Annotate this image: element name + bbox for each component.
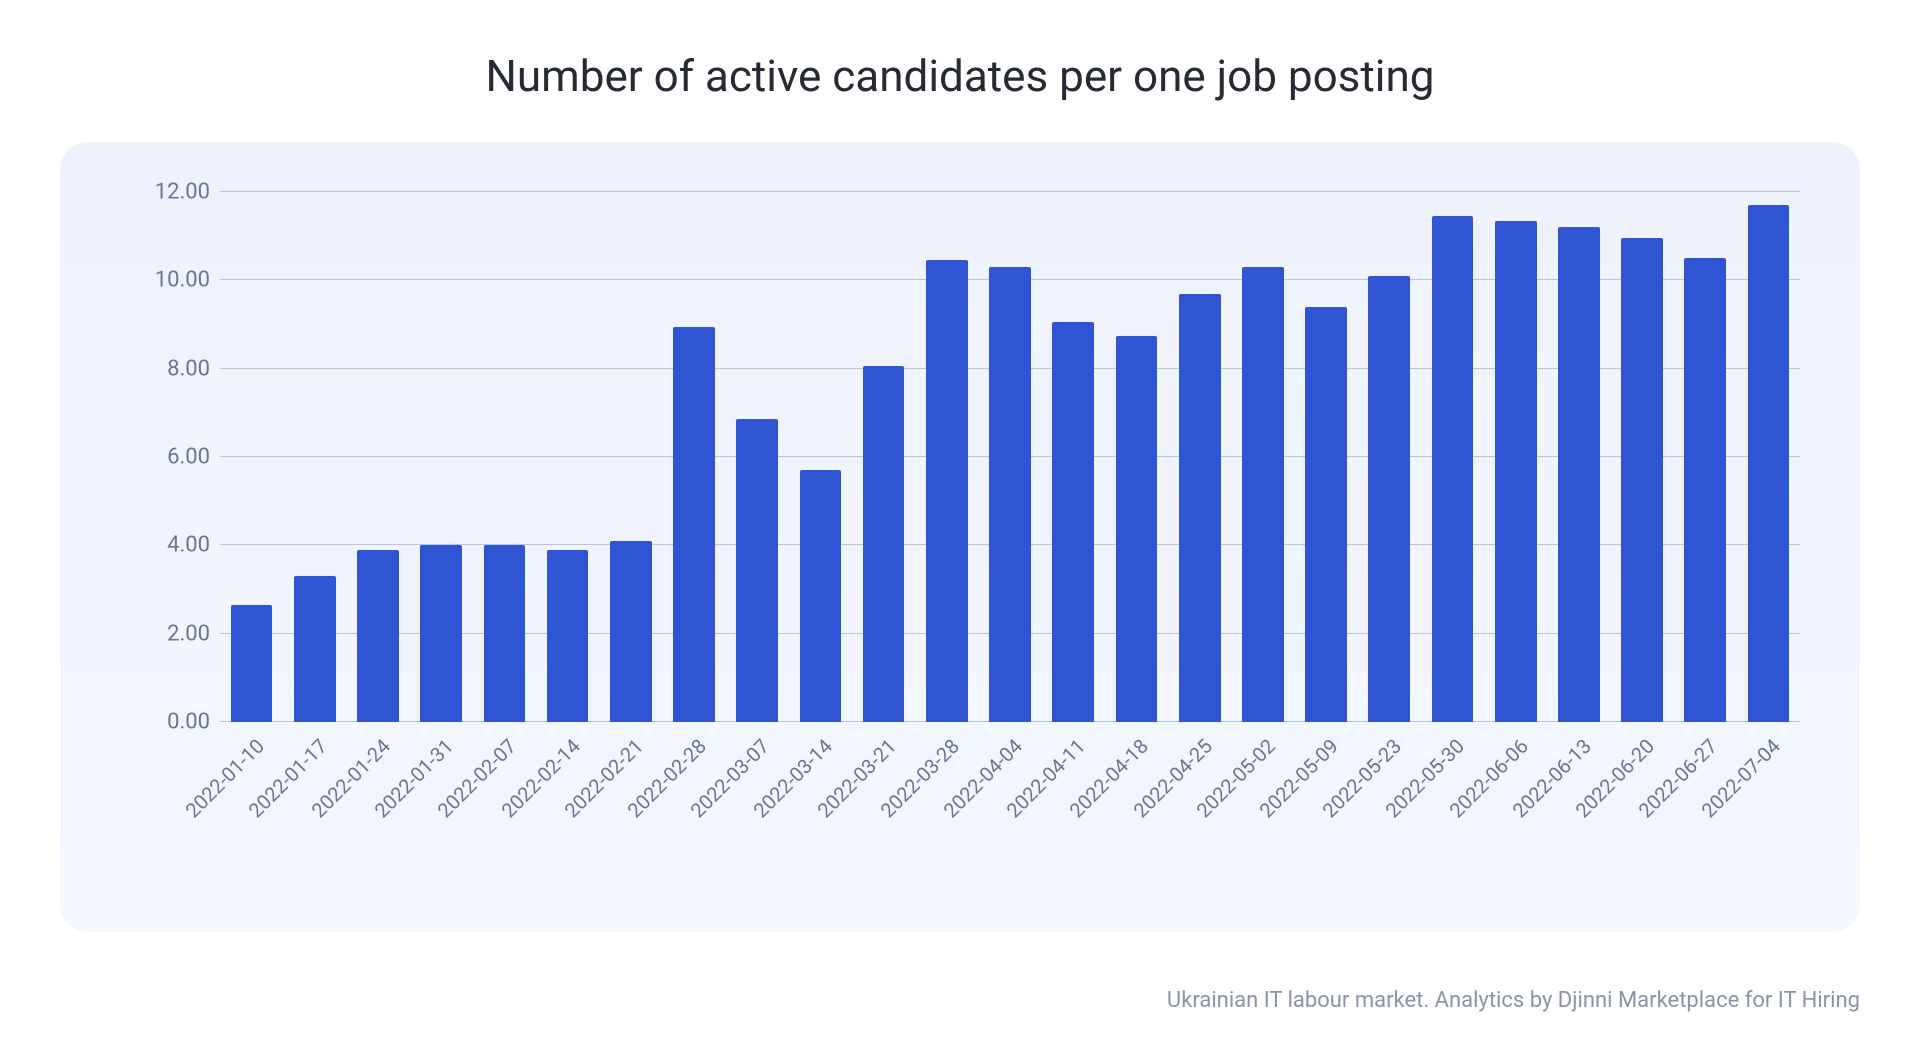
bar [610,541,652,722]
bar-slot [726,192,789,722]
bar [926,260,968,722]
bar-slot [536,192,599,722]
bar [1748,205,1790,722]
bar-slot [789,192,852,722]
chart-title: Number of active candidates per one job … [60,50,1860,102]
bar-slot [346,192,409,722]
bar-slot [1042,192,1105,722]
bar-slot [662,192,725,722]
bar-slot [1358,192,1421,722]
bar-slot [599,192,662,722]
bar [547,550,589,722]
chart-caption: Ukrainian IT labour market. Analytics by… [1167,988,1860,1013]
y-tick-label: 10.00 [120,268,210,293]
bar [1368,276,1410,722]
bar-slot [1168,192,1231,722]
bar [736,419,778,722]
bar-slot [283,192,346,722]
y-tick-label: 0.00 [120,710,210,735]
chart-panel: 0.002.004.006.008.0010.0012.00 2022-01-1… [60,142,1860,932]
bars-container [220,192,1800,722]
bar [1684,258,1726,722]
bar-slot [1105,192,1168,722]
bar-slot [1737,192,1800,722]
y-tick-label: 2.00 [120,621,210,646]
bar-slot [1484,192,1547,722]
bar [357,550,399,722]
y-tick-label: 8.00 [120,356,210,381]
page-root: Number of active candidates per one job … [0,0,1920,1041]
bar-slot [978,192,1041,722]
bar [1432,216,1474,722]
bar-slot [473,192,536,722]
y-tick-label: 4.00 [120,533,210,558]
bar [673,327,715,722]
bar-slot [915,192,978,722]
bar-slot [852,192,915,722]
bar [1305,307,1347,722]
bar [1621,238,1663,722]
bar [1179,294,1221,722]
bar [231,605,273,722]
bar-slot [410,192,473,722]
bar-slot [1610,192,1673,722]
bar-slot [1547,192,1610,722]
bar [1495,221,1537,722]
bar-slot [1421,192,1484,722]
bar [800,470,842,722]
bar [1052,322,1094,722]
bar [863,366,905,722]
bar-slot [1674,192,1737,722]
bar [1242,267,1284,722]
bar-slot [1294,192,1357,722]
bar-slot [220,192,283,722]
y-tick-label: 6.00 [120,445,210,470]
bar [484,545,526,722]
bar [420,545,462,722]
plot-area: 0.002.004.006.008.0010.0012.00 2022-01-1… [120,192,1800,722]
bar [294,576,336,722]
bar [1558,227,1600,722]
bar [1116,336,1158,722]
bar [989,267,1031,722]
y-tick-label: 12.00 [120,180,210,205]
bar-slot [1231,192,1294,722]
